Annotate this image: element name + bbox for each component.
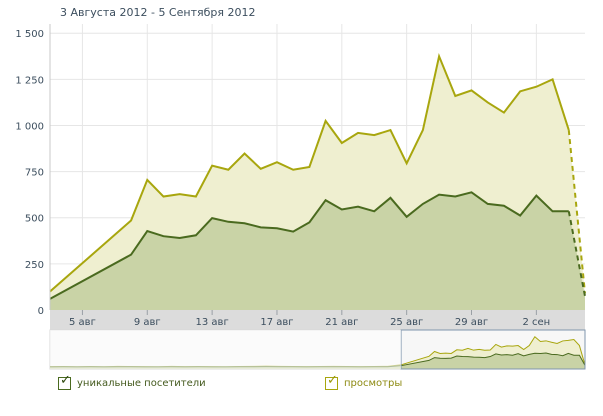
navigator[interactable] (49, 329, 586, 370)
visitors-navigator-area (50, 352, 585, 369)
y-tick-label: 1 250 (15, 75, 44, 86)
y-tick-label: 1 500 (15, 29, 44, 40)
checkbox-views[interactable]: ✓ (325, 373, 338, 390)
x-axis-band (50, 310, 585, 330)
navigator-selection[interactable] (400, 329, 586, 370)
navigator-unselected (50, 330, 402, 369)
chart-canvas[interactable]: 0 250 500 750 1 000 1 250 1 500 5 авг 9 авг 13 а… (0, 0, 603, 375)
y-tick-label: 1 000 (15, 121, 44, 132)
views-partial-line (567, 129, 586, 294)
checkbox-visitors[interactable]: ✓ (58, 373, 71, 390)
x-tick-label: 25 авг (390, 317, 423, 328)
series-areas (49, 52, 586, 311)
y-tick-label: 250 (25, 260, 44, 271)
legend-label-visitors: уникальные посетители (77, 378, 206, 389)
legend-item-visitors[interactable]: ✓ уникальные посетители (58, 373, 206, 390)
check-icon: ✓ (327, 373, 338, 388)
legend-item-views[interactable]: ✓ просмотры (325, 373, 403, 390)
visitors-area (50, 192, 585, 310)
visitors-partial-line (567, 211, 586, 297)
y-tick-label: 500 (25, 214, 44, 225)
y-axis: 0 250 500 750 1 000 1 250 1 500 (15, 24, 51, 317)
check-icon: ✓ (60, 373, 71, 388)
x-tick-label: 5 авг (69, 317, 96, 328)
views-line (49, 52, 570, 293)
x-tick-label: 13 авг (196, 317, 229, 328)
legend-label-views: просмотры (344, 378, 403, 389)
y-tick-label: 750 (25, 168, 44, 179)
y-tick-label: 0 (38, 306, 44, 317)
x-tick-label: 29 авг (455, 317, 488, 328)
chart-date-range: 3 Августа 2012 - 5 Сентября 2012 (60, 6, 256, 19)
x-tick-label: 9 авг (134, 317, 161, 328)
x-tick-label: 2 сен (522, 317, 550, 328)
x-axis: 5 авг 9 авг 13 авг 17 авг 21 авг 25 авг 29 авг… (50, 310, 585, 330)
x-tick-label: 17 авг (260, 317, 293, 328)
visitors-line (49, 191, 569, 300)
x-tick-label: 21 авг (325, 317, 358, 328)
